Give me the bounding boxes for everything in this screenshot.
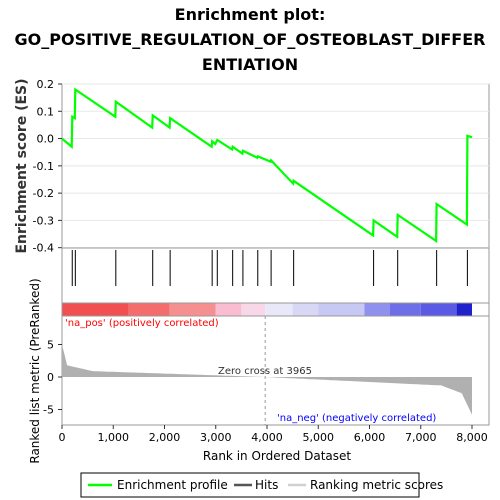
metric-y-tick-label: 5 [47,339,54,352]
color-bar-segment [265,303,293,316]
color-bar-segment [292,303,319,316]
metric-y-axis-label: Ranked list metric (PreRanked) [28,278,42,463]
enrichment-profile-line [61,87,473,243]
title-line-2: GO_POSITIVE_REGULATION_OF_OSTEOBLAST_DIF… [15,30,486,49]
color-bar-segment [62,303,129,316]
color-bar-segment [420,303,457,316]
color-bar-segment [215,303,242,316]
color-bar-segment [364,303,390,316]
color-bar-segment [318,303,365,316]
positive-correlation-label: 'na_pos' (positively correlated) [65,318,219,329]
legend-hits-label: Hits [255,478,278,492]
metric-panel [61,315,490,426]
hits-panel [61,247,490,304]
x-tick-label: 2,000 [149,431,181,444]
color-bar-segment [128,303,170,316]
es-y-tick-label: 0.2 [37,78,55,91]
x-tick-label: 1,000 [98,431,130,444]
hits-marks [71,250,468,286]
color-bar-segment [390,303,421,316]
metric-y-tick-label: 0 [47,371,54,384]
es-y-tick-label: 0.1 [37,105,55,118]
negative-correlation-label: 'na_neg' (negatively correlated) [277,413,436,424]
color-bar-segment [169,303,216,316]
ranking-color-bar [62,303,472,316]
x-tick-label: 8,000 [456,431,488,444]
x-tick-label: 0 [59,431,66,444]
metric-y-tick-label: -5 [43,404,54,417]
zero-cross-label: Zero cross at 3965 [218,366,312,377]
x-tick-label: 6,000 [354,431,386,444]
es-y-tick-label: -0.3 [33,214,54,227]
title-line-3: ENTIATION [202,55,298,74]
es-y-tick-label: -0.2 [33,187,54,200]
es-y-tick-label: 0.0 [37,133,55,146]
legend-metric-label: Ranking metric scores [310,478,443,492]
es-y-axis-label: Enrichment score (ES) [14,78,30,253]
x-tick-label: 5,000 [303,431,335,444]
legend-enrichment-label: Enrichment profile [117,478,228,492]
color-bar-segment [241,303,266,316]
x-axis: 0 1,000 2,000 3,000 4,000 5,000 6,000 7,000 8,00… [59,425,488,444]
x-tick-label: 4,000 [251,431,283,444]
x-axis-label: Rank in Ordered Dataset [203,449,351,463]
es-y-axis: 0.2 0.1 0.0 -0.1 -0.2 -0.3 -0.4 [33,78,62,255]
title-line-1: Enrichment plot: [175,5,326,24]
ranking-metric-area [62,344,472,415]
x-tick-label: 7,000 [405,431,437,444]
x-tick-label: 3,000 [200,431,232,444]
metric-y-axis: 5 0 -5 [43,339,62,417]
es-y-tick-label: -0.4 [33,242,54,255]
es-y-tick-label: -0.1 [33,160,54,173]
color-bar-segment [456,303,472,316]
